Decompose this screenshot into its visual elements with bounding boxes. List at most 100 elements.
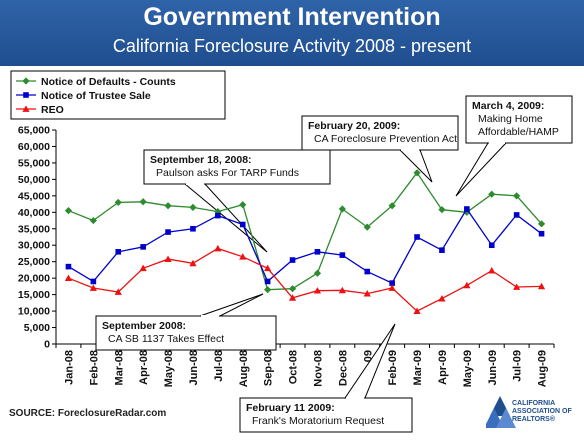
triangle-marker [239,253,247,260]
callout-pointer [455,142,508,197]
diamond-marker [313,269,322,277]
square-marker [538,230,545,237]
x-tick-label: Nov-08 [312,350,324,387]
square-marker [389,280,395,286]
triangle-marker [114,288,122,295]
x-tick-label: Mar-08 [113,350,125,385]
annotation-text: Frank's Moratorium Request [252,415,384,427]
header: Government Intervention California Forec… [0,0,584,66]
y-tick-label: 10,000 [18,306,50,318]
square-marker [513,212,520,218]
diamond-marker [513,192,521,200]
y-tick-label: 45,000 [18,190,50,202]
triangle-marker [264,264,272,272]
annotation-text: March 4, 2009: [472,100,544,112]
legend-label: REO [41,104,64,116]
diamond-marker [64,207,73,215]
series-line [68,247,542,312]
triangle-marker [189,259,197,267]
legend-label: Notice of Trustee Sale [41,90,151,102]
square-marker [65,263,72,270]
y-tick-label: 0 [44,339,50,351]
square-marker [215,212,221,219]
x-tick-label: Aug-08 [238,350,250,387]
annotation-text: February 20, 2009: [308,120,400,132]
y-tick-label: 5,000 [24,322,50,334]
square-marker [439,247,445,253]
diamond-marker [388,202,396,210]
diamond-marker [189,203,197,211]
annotation-text: February 11 2009: [246,402,335,414]
x-tick-label: Jun-08 [188,350,200,385]
square-marker [140,244,146,250]
y-tick-label: 65,000 [18,125,50,137]
diamond-marker [264,286,272,294]
square-marker [23,92,29,98]
y-tick-label: 15,000 [18,289,50,301]
square-marker [464,206,470,212]
diamond-marker [288,285,297,293]
square-marker [264,278,271,285]
y-tick-label: 25,000 [18,256,50,268]
triangle-marker [463,281,471,289]
callout-box [239,397,413,433]
x-tick-label: Apr-09 [437,350,449,385]
y-tick-label: 60,000 [18,141,50,153]
diamond-marker [363,223,371,231]
x-tick-label: Jul-09 [512,350,524,382]
triangle-marker [513,283,521,290]
callout-box [465,95,573,144]
series-line [68,171,542,291]
diamond-marker [463,208,471,216]
annotation-text: CA SB 1137 Takes Effect [108,333,224,345]
diamond-marker [139,198,147,206]
y-tick-label: 35,000 [18,223,50,235]
triangle-marker [139,264,147,272]
legend-box [10,70,226,120]
triangle-marker [438,294,446,302]
x-tick-label: Mar-09 [412,350,424,385]
diamond-marker [239,201,247,209]
square-marker [190,225,196,232]
square-marker [488,242,495,249]
source-note: SOURCE: ForeclosureRadar.com [9,408,167,419]
diamond-marker [338,205,346,213]
x-tick-label: Apr-08 [138,350,150,385]
triangle-marker [537,282,546,290]
triangle-marker [164,255,172,262]
diamond-marker [114,198,122,207]
callout-pointer [199,293,264,317]
x-tick-label: Feb-09 [387,350,399,385]
logo-wordmark: CALIFORNIA ASSOCIATION OF REALTORS® [512,400,572,423]
diamond-marker [537,220,546,228]
square-marker [115,249,122,255]
triangle-marker [413,307,421,314]
callout-pointer [398,149,433,183]
y-tick-label: 50,000 [18,174,50,186]
annotation-text: CA Foreclosure Prevention Act [314,133,457,145]
triangle-marker [488,266,496,274]
triangle-marker [388,284,396,291]
triangle-marker [89,284,97,291]
y-tick-label: 30,000 [18,240,50,252]
legend-label: Notice of Defaults - Counts [41,76,176,88]
page-subtitle: California Foreclosure Activity 2008 - p… [112,36,472,56]
diamond-marker [488,190,496,198]
triangle-marker [313,287,322,294]
x-tick-label: May-08 [163,350,175,387]
x-tick-label: Oct-08 [288,350,300,384]
square-marker [364,268,371,275]
diamond-marker [438,206,446,214]
foreclosure-line-chart: 0 5,000 10,000 15,000 20,000 25,000 30,000 35,0… [10,70,573,433]
annotation-text: Making Home [478,113,543,125]
y-tick-label: 40,000 [18,207,50,219]
triangle-marker [214,244,222,252]
x-tick-label: Sep-08 [263,350,275,386]
x-tick-label: Jan-08 [63,350,75,385]
annotation-text: Affordable/HAMP [478,126,559,138]
x-tick-label: Feb-08 [88,350,100,385]
diamond-marker [164,202,172,210]
x-tick-label: May-09 [462,350,474,387]
page-title: Government Intervention [143,3,441,31]
x-tick-label: Jun-09 [487,350,499,385]
